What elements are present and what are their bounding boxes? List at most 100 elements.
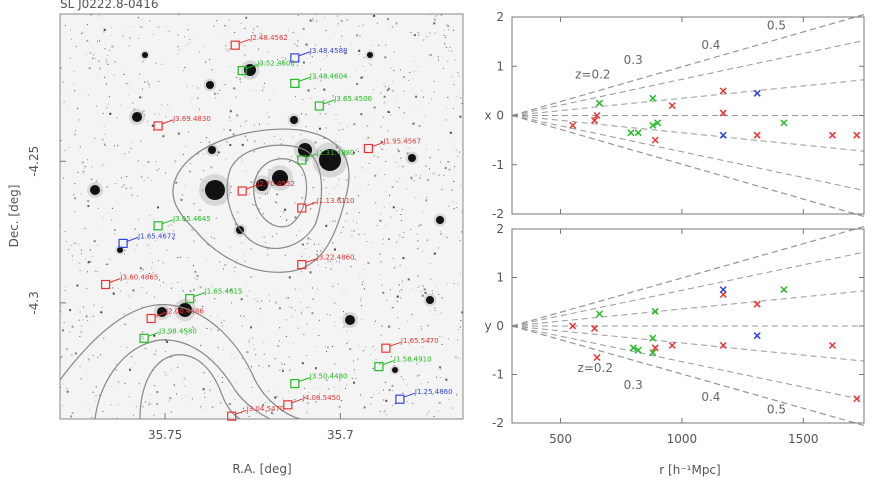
contour-line xyxy=(226,144,323,249)
redshift-line xyxy=(511,14,865,116)
sky-image-panel: SL J0222.8-0416 J2.48.4562 J3.48.4588 J3.5… xyxy=(7,0,464,476)
galaxy-leader xyxy=(246,64,258,70)
galaxy-leader xyxy=(193,292,205,298)
x-tick-label: 35.7 xyxy=(327,428,354,442)
galaxy-label: J2.70.4552 xyxy=(256,180,295,188)
data-point xyxy=(649,94,657,102)
galaxy-marker: J2.48.4562 xyxy=(230,34,288,50)
x-tick-label: 500 xyxy=(549,432,572,446)
galaxy-marker: J2.70.4552 xyxy=(237,180,295,196)
galaxy-label: J3.48.4588 xyxy=(309,47,348,55)
data-point xyxy=(595,99,603,107)
data-point xyxy=(780,286,788,294)
galaxy-box xyxy=(237,186,247,196)
y-tick-label: -1 xyxy=(492,368,504,382)
galaxy-leader xyxy=(246,184,258,190)
galaxy-label: J1.65.4672 xyxy=(137,232,176,240)
galaxy-box xyxy=(290,78,300,89)
galaxy-label: J4.08.5450 xyxy=(302,394,341,402)
redshift-line xyxy=(511,325,865,362)
galaxy-box xyxy=(297,155,307,165)
galaxy-leader xyxy=(403,392,416,398)
data-point xyxy=(753,131,761,139)
galaxy-leader xyxy=(298,76,310,82)
data-point xyxy=(651,136,659,144)
galaxy-box xyxy=(314,101,324,111)
y-tick-label: 2 xyxy=(496,222,504,236)
y-tick-label: 0 xyxy=(496,109,504,123)
galaxy-label: J3.52.4606 xyxy=(256,60,295,68)
galaxy-marker: J3.98.4580 xyxy=(139,327,197,343)
galaxy-marker: J4.08.5450 xyxy=(283,394,341,410)
galaxy-leader xyxy=(305,258,317,264)
x-projection-panel: 2 1 0 -1 -2 x z=0.2 0.3 0.4 0.5 xyxy=(484,10,865,221)
data-point xyxy=(828,131,836,139)
contour-line xyxy=(172,128,350,273)
member-galaxies: J2.48.4562 J3.48.4588 J3.52.4606 J3.48.4604… xyxy=(100,34,453,421)
x-tick-label: 1000 xyxy=(667,432,698,446)
galaxy-label: J1.58.4910 xyxy=(393,356,432,364)
galaxy-box xyxy=(395,394,405,404)
y-tick-label: -4.3 xyxy=(27,291,41,314)
data-point xyxy=(649,349,657,357)
galaxy-leader xyxy=(161,119,174,125)
galaxy-box xyxy=(118,238,128,248)
galaxy-label: J3.98.4580 xyxy=(158,327,197,335)
galaxy-leader xyxy=(235,409,247,415)
redshift-label: 0.3 xyxy=(624,378,643,392)
galaxy-box xyxy=(139,333,149,343)
galaxy-label: J3.69.4830 xyxy=(172,115,211,123)
galaxy-label: J3.22.4860 xyxy=(316,254,355,262)
redshift-line xyxy=(511,251,865,327)
galaxy-marker: J3.22.4860 xyxy=(297,254,355,270)
redshift-label: 0.4 xyxy=(701,390,720,404)
redshift-line xyxy=(511,115,865,152)
galaxy-marker: J3.50.4480 xyxy=(290,373,348,389)
galaxy-leader xyxy=(109,278,121,283)
x-tick-label: 35.75 xyxy=(148,428,182,442)
galaxy-label: J3.65.4500 xyxy=(333,95,372,103)
y-tick-label: 2 xyxy=(496,10,504,24)
galaxy-marker: J3.60.4865 xyxy=(100,274,159,290)
data-point xyxy=(668,102,676,110)
y-projection-panel: 2 1 0 -1 -2 500 1000 1500 y z=0.2 0.3 0.4 0.5 xyxy=(484,222,865,446)
contour-line xyxy=(94,339,271,420)
redshift-line xyxy=(511,79,865,116)
galaxy-marker: J1.25.4860 xyxy=(395,388,453,404)
galaxy-box xyxy=(297,260,307,270)
image-title: SL J0222.8-0416 xyxy=(60,0,159,11)
data-point xyxy=(719,87,727,95)
x-axis-label: R.A. [deg] xyxy=(232,462,291,476)
redshift-line xyxy=(511,325,865,426)
redshift-label: z=0.2 xyxy=(578,361,613,375)
data-point xyxy=(649,334,657,342)
galaxy-label: J3.60.4865 xyxy=(120,274,159,282)
galaxy-leader xyxy=(323,99,335,105)
galaxy-box xyxy=(237,65,247,76)
data-point xyxy=(753,89,761,97)
data-point xyxy=(719,131,727,139)
data-point xyxy=(595,310,603,318)
data-point xyxy=(853,395,861,403)
star-field xyxy=(60,14,464,419)
data-point xyxy=(593,111,601,120)
data-point xyxy=(853,131,861,139)
galaxy-marker: J1.95.4567 xyxy=(363,138,421,154)
contour-line xyxy=(253,158,308,228)
galaxy-box xyxy=(290,379,300,389)
galaxy-leader xyxy=(126,236,139,242)
y-tick-label: 1 xyxy=(496,271,504,285)
redshift-line xyxy=(511,325,865,401)
galaxy-marker: J1.65.5470 xyxy=(381,337,439,353)
data-point xyxy=(569,121,577,129)
galaxy-marker: J2.00.4686 xyxy=(146,308,204,324)
redshift-line xyxy=(511,290,865,327)
galaxy-leader xyxy=(298,377,310,383)
galaxy-box xyxy=(290,53,300,63)
galaxy-box xyxy=(381,343,391,353)
redshift-label: 0.4 xyxy=(701,38,720,52)
galaxy-marker: J1.65.4615 xyxy=(185,288,242,304)
data-point xyxy=(569,322,577,330)
data-point xyxy=(780,119,788,127)
